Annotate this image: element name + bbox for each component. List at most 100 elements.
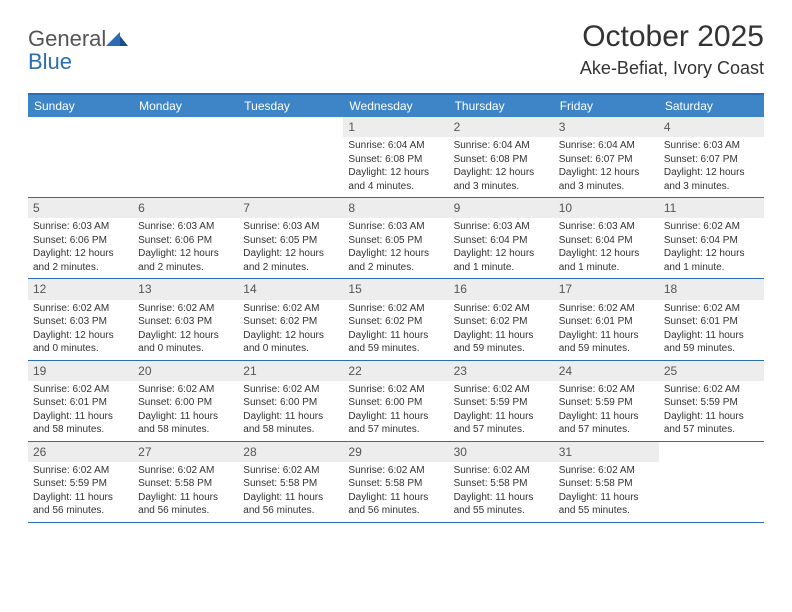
sunrise-text: Sunrise: 6:03 AM [33, 220, 128, 234]
sunset-text: Sunset: 6:02 PM [348, 315, 443, 329]
calendar-week-row: 26Sunrise: 6:02 AMSunset: 5:59 PMDayligh… [28, 442, 764, 523]
sunrise-text: Sunrise: 6:03 AM [454, 220, 549, 234]
month-title: October 2025 [580, 20, 764, 54]
sunrise-text: Sunrise: 6:02 AM [454, 464, 549, 478]
sunrise-text: Sunrise: 6:03 AM [664, 139, 759, 153]
calendar-day-cell: 3Sunrise: 6:04 AMSunset: 6:07 PMDaylight… [554, 117, 659, 197]
calendar-day-cell: 14Sunrise: 6:02 AMSunset: 6:02 PMDayligh… [238, 279, 343, 359]
daylight-text: Daylight: 12 hours and 0 minutes. [138, 329, 233, 356]
day-details: Sunrise: 6:03 AMSunset: 6:05 PMDaylight:… [343, 220, 448, 278]
sunrise-text: Sunrise: 6:04 AM [454, 139, 549, 153]
sunset-text: Sunset: 6:01 PM [33, 396, 128, 410]
day-details: Sunrise: 6:02 AMSunset: 6:01 PMDaylight:… [554, 302, 659, 360]
sunset-text: Sunset: 6:07 PM [664, 153, 759, 167]
sunset-text: Sunset: 5:59 PM [33, 477, 128, 491]
day-number: 7 [238, 198, 343, 218]
daylight-text: Daylight: 11 hours and 56 minutes. [33, 491, 128, 518]
day-details: Sunrise: 6:02 AMSunset: 5:59 PMDaylight:… [28, 464, 133, 522]
weekday-header: Tuesday [238, 95, 343, 117]
day-number: 19 [28, 361, 133, 381]
calendar-day-cell: 4Sunrise: 6:03 AMSunset: 6:07 PMDaylight… [659, 117, 764, 197]
sunrise-text: Sunrise: 6:02 AM [138, 464, 233, 478]
sunrise-text: Sunrise: 6:02 AM [348, 383, 443, 397]
calendar-day-cell [133, 117, 238, 197]
calendar-day-cell: 19Sunrise: 6:02 AMSunset: 6:01 PMDayligh… [28, 361, 133, 441]
day-number: 17 [554, 279, 659, 299]
sunrise-text: Sunrise: 6:02 AM [664, 383, 759, 397]
day-details: Sunrise: 6:02 AMSunset: 6:01 PMDaylight:… [28, 383, 133, 441]
daylight-text: Daylight: 11 hours and 59 minutes. [559, 329, 654, 356]
day-details: Sunrise: 6:02 AMSunset: 6:00 PMDaylight:… [133, 383, 238, 441]
day-number: 12 [28, 279, 133, 299]
sunrise-text: Sunrise: 6:04 AM [559, 139, 654, 153]
sunset-text: Sunset: 6:08 PM [454, 153, 549, 167]
sunset-text: Sunset: 6:00 PM [138, 396, 233, 410]
calendar-day-cell: 27Sunrise: 6:02 AMSunset: 5:58 PMDayligh… [133, 442, 238, 522]
sunset-text: Sunset: 6:03 PM [33, 315, 128, 329]
daylight-text: Daylight: 12 hours and 2 minutes. [138, 247, 233, 274]
daylight-text: Daylight: 12 hours and 2 minutes. [348, 247, 443, 274]
weekday-header: Saturday [659, 95, 764, 117]
sunset-text: Sunset: 6:07 PM [559, 153, 654, 167]
daylight-text: Daylight: 11 hours and 57 minutes. [664, 410, 759, 437]
calendar-day-cell: 5Sunrise: 6:03 AMSunset: 6:06 PMDaylight… [28, 198, 133, 278]
daylight-text: Daylight: 12 hours and 2 minutes. [243, 247, 338, 274]
sunset-text: Sunset: 6:04 PM [454, 234, 549, 248]
sunset-text: Sunset: 5:59 PM [454, 396, 549, 410]
sunrise-text: Sunrise: 6:03 AM [559, 220, 654, 234]
day-details: Sunrise: 6:02 AMSunset: 6:00 PMDaylight:… [238, 383, 343, 441]
sunrise-text: Sunrise: 6:03 AM [138, 220, 233, 234]
calendar-day-cell: 6Sunrise: 6:03 AMSunset: 6:06 PMDaylight… [133, 198, 238, 278]
sunrise-text: Sunrise: 6:02 AM [454, 383, 549, 397]
sunrise-text: Sunrise: 6:04 AM [348, 139, 443, 153]
sunset-text: Sunset: 5:59 PM [559, 396, 654, 410]
day-details: Sunrise: 6:04 AMSunset: 6:08 PMDaylight:… [449, 139, 554, 197]
day-details: Sunrise: 6:02 AMSunset: 6:03 PMDaylight:… [133, 302, 238, 360]
calendar-day-cell: 29Sunrise: 6:02 AMSunset: 5:58 PMDayligh… [343, 442, 448, 522]
day-details: Sunrise: 6:02 AMSunset: 6:01 PMDaylight:… [659, 302, 764, 360]
calendar-day-cell: 22Sunrise: 6:02 AMSunset: 6:00 PMDayligh… [343, 361, 448, 441]
sunset-text: Sunset: 6:08 PM [348, 153, 443, 167]
day-details: Sunrise: 6:04 AMSunset: 6:08 PMDaylight:… [343, 139, 448, 197]
daylight-text: Daylight: 11 hours and 59 minutes. [348, 329, 443, 356]
daylight-text: Daylight: 12 hours and 1 minute. [454, 247, 549, 274]
day-details: Sunrise: 6:03 AMSunset: 6:04 PMDaylight:… [449, 220, 554, 278]
calendar-day-cell: 31Sunrise: 6:02 AMSunset: 5:58 PMDayligh… [554, 442, 659, 522]
day-details: Sunrise: 6:02 AMSunset: 5:58 PMDaylight:… [238, 464, 343, 522]
day-number: 9 [449, 198, 554, 218]
calendar-day-cell: 16Sunrise: 6:02 AMSunset: 6:02 PMDayligh… [449, 279, 554, 359]
day-details: Sunrise: 6:04 AMSunset: 6:07 PMDaylight:… [554, 139, 659, 197]
daylight-text: Daylight: 12 hours and 1 minute. [664, 247, 759, 274]
sunrise-text: Sunrise: 6:02 AM [454, 302, 549, 316]
calendar-day-cell: 1Sunrise: 6:04 AMSunset: 6:08 PMDaylight… [343, 117, 448, 197]
calendar-body: 1Sunrise: 6:04 AMSunset: 6:08 PMDaylight… [28, 117, 764, 523]
day-number: 8 [343, 198, 448, 218]
location-subtitle: Ake-Befiat, Ivory Coast [580, 58, 764, 79]
calendar-day-cell: 10Sunrise: 6:03 AMSunset: 6:04 PMDayligh… [554, 198, 659, 278]
day-number: 28 [238, 442, 343, 462]
sunset-text: Sunset: 6:06 PM [138, 234, 233, 248]
daylight-text: Daylight: 11 hours and 58 minutes. [243, 410, 338, 437]
day-details: Sunrise: 6:03 AMSunset: 6:05 PMDaylight:… [238, 220, 343, 278]
sunrise-text: Sunrise: 6:02 AM [243, 302, 338, 316]
daylight-text: Daylight: 12 hours and 3 minutes. [454, 166, 549, 193]
sunset-text: Sunset: 6:05 PM [348, 234, 443, 248]
day-details: Sunrise: 6:03 AMSunset: 6:06 PMDaylight:… [133, 220, 238, 278]
calendar-day-cell: 12Sunrise: 6:02 AMSunset: 6:03 PMDayligh… [28, 279, 133, 359]
daylight-text: Daylight: 11 hours and 55 minutes. [454, 491, 549, 518]
day-details: Sunrise: 6:02 AMSunset: 6:04 PMDaylight:… [659, 220, 764, 278]
day-number: 13 [133, 279, 238, 299]
weekday-header: Wednesday [343, 95, 448, 117]
sunset-text: Sunset: 6:05 PM [243, 234, 338, 248]
daylight-text: Daylight: 12 hours and 1 minute. [559, 247, 654, 274]
day-number: 16 [449, 279, 554, 299]
calendar-day-cell: 18Sunrise: 6:02 AMSunset: 6:01 PMDayligh… [659, 279, 764, 359]
calendar-week-row: 12Sunrise: 6:02 AMSunset: 6:03 PMDayligh… [28, 279, 764, 360]
daylight-text: Daylight: 12 hours and 4 minutes. [348, 166, 443, 193]
daylight-text: Daylight: 11 hours and 56 minutes. [138, 491, 233, 518]
day-number: 29 [343, 442, 448, 462]
sunrise-text: Sunrise: 6:02 AM [559, 302, 654, 316]
daylight-text: Daylight: 11 hours and 57 minutes. [454, 410, 549, 437]
day-details: Sunrise: 6:02 AMSunset: 6:02 PMDaylight:… [238, 302, 343, 360]
calendar-day-cell: 2Sunrise: 6:04 AMSunset: 6:08 PMDaylight… [449, 117, 554, 197]
